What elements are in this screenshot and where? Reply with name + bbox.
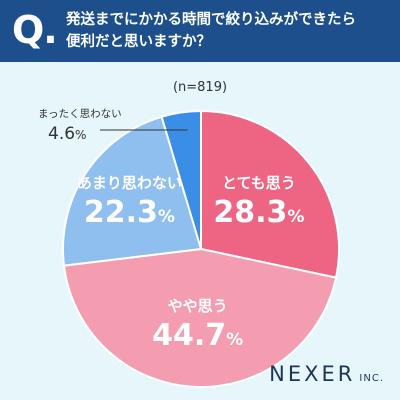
brand-logo: NEXER INC. [269,362,384,386]
brand-name: NEXER [269,362,356,386]
pie-slice-1 [200,109,340,279]
pie-slice-2 [62,247,338,388]
slice-label-1: とても思う [222,174,296,192]
brand-suffix: INC. [359,373,384,384]
slice-value-4: 4.6% [48,124,86,144]
question-text: 発送までにかかる時間で絞り込みができたら 便利だと思いますか？ [66,9,392,53]
slice-value-1: 28.3% [213,195,304,230]
pie-slice-4 [160,109,202,250]
slice-value-2: 44.7% [152,318,243,353]
sample-size-note: (n=819) [173,80,227,95]
question-line-2: 便利だと思いますか？ [66,34,211,50]
question-header: Q. 発送までにかかる時間で絞り込みができたら 便利だと思いますか？ [0,0,400,62]
slice-label-4: まったく思わない [38,108,122,120]
question-line-1: 発送までにかかる時間で絞り込みができたら [66,12,356,28]
pie-slice-3 [62,115,203,267]
slice-label-2: やや思う [168,297,228,315]
question-mark: Q. [12,8,58,52]
slice-value-3: 22.3% [84,195,175,230]
slice-label-3: あまり思わない [77,174,182,192]
